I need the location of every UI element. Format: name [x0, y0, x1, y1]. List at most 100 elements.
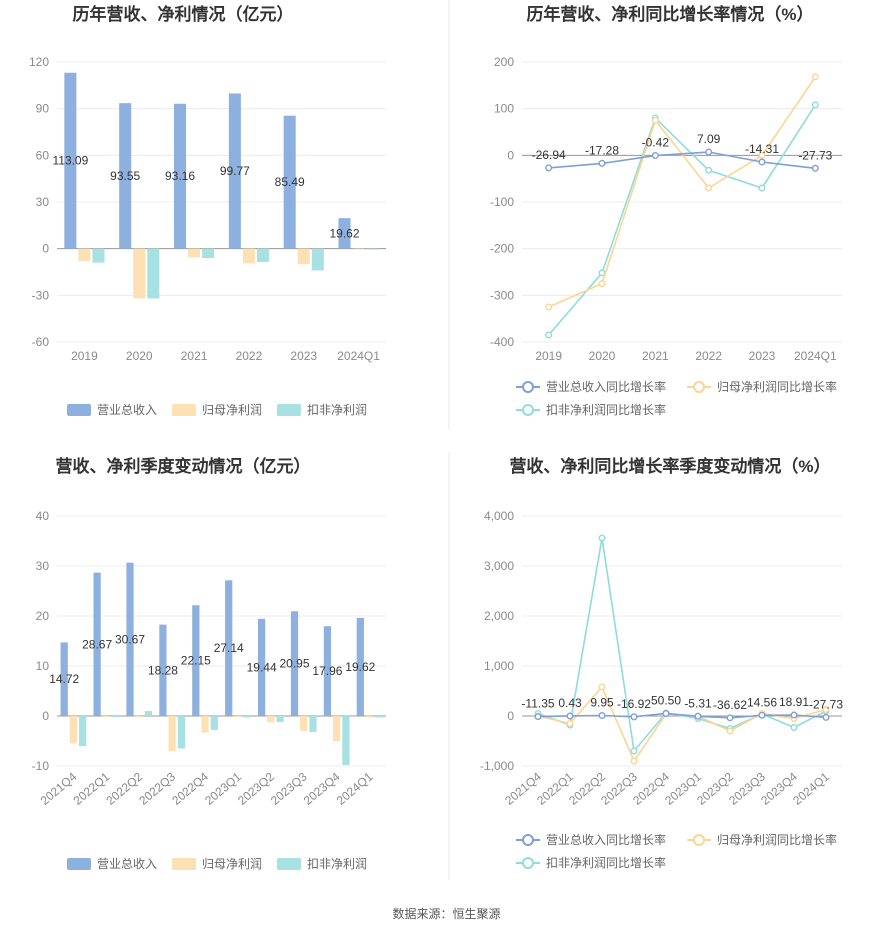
- legend-label: 扣非净利润同比增长率: [546, 402, 666, 417]
- y-tick-label: -1,000: [480, 759, 514, 773]
- bar-net-profit: [102, 716, 110, 717]
- legend-swatch: [277, 858, 301, 870]
- revenue-data-label: 93.55: [110, 169, 140, 183]
- y-tick-label: 0: [507, 709, 514, 723]
- net-profit-growth-point: [598, 280, 606, 288]
- deducted-profit-growth-point: [811, 101, 819, 109]
- bar-net-profit: [133, 248, 146, 299]
- legend-label: 营业总收入: [97, 857, 157, 871]
- revenue-growth-data-label: -27.73: [798, 148, 832, 162]
- revenue-growth-data-label: -5.31: [684, 696, 712, 710]
- legend-swatch: [172, 404, 196, 416]
- legend-label: 归母净利润: [202, 403, 262, 417]
- revenue-data-label: 14.72: [49, 672, 79, 686]
- revenue-data-label: 27.14: [214, 641, 244, 655]
- legend-swatch: [67, 404, 91, 416]
- bar-revenue: [192, 605, 200, 716]
- bar-revenue: [323, 626, 332, 716]
- x-tick-label: 2023: [290, 349, 317, 363]
- legend-label: 营业总收入同比增长率: [546, 832, 666, 847]
- deducted-profit-growth-line: [537, 537, 827, 753]
- bar-revenue: [290, 611, 299, 716]
- net-profit-growth-point: [545, 303, 553, 311]
- revenue-growth-data-label: -0.42: [642, 136, 670, 150]
- deducted-profit-growth-point: [598, 269, 606, 277]
- bar-revenue: [126, 562, 134, 716]
- x-tick-label: 2022Q1: [71, 769, 113, 807]
- y-tick-label: 3,000: [484, 559, 514, 573]
- net-profit-growth-point: [726, 727, 734, 735]
- net-profit-growth-point: [758, 151, 766, 159]
- revenue-data-label: 28.67: [82, 637, 112, 651]
- y-tick-label: 30: [36, 195, 50, 209]
- bar-revenue: [93, 572, 101, 716]
- revenue-growth-data-label: -16.92: [617, 697, 651, 711]
- legend-marker: [522, 834, 534, 846]
- bar-deducted-profit: [111, 716, 120, 717]
- legend-label: 营业总收入同比增长率: [546, 379, 666, 394]
- net-profit-growth-point: [705, 184, 713, 192]
- y-tick-label: 4,000: [484, 509, 514, 523]
- net-profit-growth-point: [598, 683, 606, 691]
- y-tick-label: -200: [490, 242, 514, 256]
- bar-deducted-profit: [256, 248, 270, 262]
- bar-deducted-profit: [177, 716, 186, 749]
- revenue-growth-point: [545, 164, 553, 172]
- bar-deducted-profit: [309, 716, 317, 732]
- revenue-data-label: 20.95: [279, 657, 309, 671]
- revenue-data-label: 22.15: [181, 654, 211, 668]
- net-profit-growth-point: [811, 73, 819, 81]
- bar-deducted-profit: [202, 248, 215, 258]
- revenue-growth-point: [630, 713, 638, 721]
- y-tick-label: 200: [494, 55, 514, 69]
- revenue-data-label: 113.09: [52, 154, 88, 168]
- revenue-growth-point: [758, 711, 766, 719]
- y-tick-label: 0: [507, 148, 514, 162]
- revenue-growth-data-label: 7.09: [697, 132, 721, 146]
- y-tick-label: 0: [42, 709, 49, 723]
- bar-deducted-profit: [92, 248, 105, 263]
- bar-revenue: [283, 115, 296, 249]
- legend-label: 归母净利润同比增长率: [717, 379, 837, 394]
- x-tick-label: 2023: [749, 349, 776, 363]
- revenue-data-label: 19.44: [247, 660, 277, 674]
- legend-label: 归母净利润同比增长率: [717, 832, 837, 847]
- revenue-growth-data-label: -14.31: [745, 142, 779, 156]
- revenue-growth-data-label: 9.95: [590, 696, 614, 710]
- x-tick-label: 2022Q3: [136, 769, 178, 807]
- revenue-data-label: 18.28: [148, 663, 178, 677]
- bar-deducted-profit: [144, 711, 153, 716]
- bar-net-profit: [201, 716, 209, 733]
- x-tick-label: 2019: [71, 349, 98, 363]
- bar-revenue: [173, 103, 187, 249]
- bar-net-profit: [188, 248, 201, 258]
- bar-deducted-profit: [243, 716, 251, 718]
- x-tick-label: 2023Q3: [268, 769, 310, 807]
- legend-label: 扣非净利润: [307, 403, 367, 417]
- legend-marker: [693, 834, 705, 846]
- revenue-growth-point: [694, 712, 702, 720]
- legend-swatch: [277, 404, 301, 416]
- bar-revenue: [356, 617, 364, 716]
- x-tick-label: 2021: [181, 349, 208, 363]
- x-tick-label: 2022: [236, 349, 263, 363]
- revenue-growth-point: [811, 164, 819, 172]
- chart-panel-1: 历年营收、净利情况（亿元） -60 -30 0 30 60 90 120 2019 2020 202…: [29, 4, 386, 417]
- deducted-profit-growth-point: [545, 331, 553, 339]
- y-tick-label: 2,000: [484, 609, 514, 623]
- deducted-profit-growth-point: [598, 534, 606, 542]
- y-tick-label: -10: [32, 759, 50, 773]
- y-tick-label: 100: [494, 102, 514, 116]
- revenue-data-label: 85.49: [275, 175, 305, 189]
- revenue-growth-data-label: -11.35: [521, 697, 554, 711]
- bar-net-profit: [267, 716, 275, 723]
- legend-swatch: [67, 858, 91, 870]
- bar-net-profit: [297, 248, 310, 265]
- revenue-data-label: 17.96: [312, 664, 342, 678]
- revenue-growth-data-label: 14.56: [747, 695, 777, 709]
- y-tick-label: -30: [32, 288, 50, 302]
- x-tick-label: 2024Q1: [337, 349, 380, 363]
- deducted-profit-growth-point: [705, 166, 713, 174]
